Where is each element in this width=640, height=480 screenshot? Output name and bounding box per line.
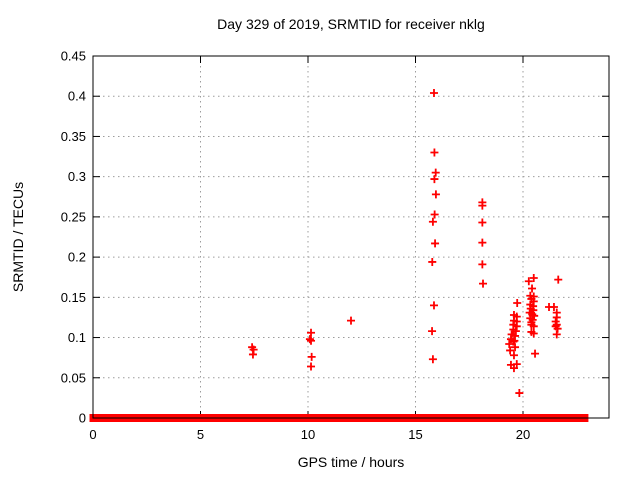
data-point-marker <box>430 148 439 157</box>
data-point-marker <box>431 168 440 177</box>
data-point-marker <box>478 201 487 210</box>
data-point-marker <box>428 217 437 226</box>
data-point-marker <box>478 218 487 227</box>
data-point-marker <box>529 329 538 338</box>
data-point-marker <box>478 260 487 269</box>
data-point-marker <box>431 239 440 248</box>
data-point-marker <box>479 279 488 288</box>
data-point-marker <box>515 389 524 398</box>
y-tick-label: 0 <box>79 411 86 426</box>
data-point-marker <box>549 302 558 311</box>
x-tick-label: 20 <box>516 427 530 442</box>
data-point-marker <box>431 190 440 199</box>
data-point-marker <box>528 284 537 293</box>
data-point-marker <box>509 337 518 346</box>
data-point-marker <box>307 362 316 371</box>
y-tick-label: 0.25 <box>61 209 86 224</box>
x-axis-label: GPS time / hours <box>297 454 405 470</box>
data-point-marker <box>513 298 522 307</box>
data-point-marker <box>529 322 538 331</box>
data-point-marker <box>307 336 316 345</box>
data-point-marker <box>428 355 437 364</box>
x-tick-label: 0 <box>89 427 96 442</box>
data-point-marker <box>524 277 533 286</box>
data-point-marker <box>347 316 355 325</box>
x-tick-label: 10 <box>301 427 315 442</box>
data-point-marker <box>529 274 538 283</box>
data-point-marker <box>428 257 437 266</box>
x-tick-label: 15 <box>408 427 422 442</box>
data-point-marker <box>511 343 520 352</box>
y-tick-label: 0.35 <box>61 129 86 144</box>
data-point-marker <box>430 175 439 184</box>
y-tick-label: 0.15 <box>61 290 86 305</box>
data-point-marker <box>307 328 316 337</box>
data-point-marker <box>509 351 518 360</box>
data-point-marker <box>429 89 438 98</box>
y-tick-label: 0.05 <box>61 370 86 385</box>
data-point-marker <box>478 238 487 247</box>
data-point-marker <box>429 301 438 310</box>
data-point-marker <box>428 327 437 336</box>
data-point-marker <box>307 352 316 361</box>
data-point-marker <box>552 330 561 339</box>
x-tick-label: 5 <box>197 427 204 442</box>
chart-title: Day 329 of 2019, SRMTID for receiver nkl… <box>217 16 485 32</box>
data-point-marker <box>506 346 515 355</box>
data-point-marker <box>248 350 257 359</box>
data-point-marker <box>509 364 518 373</box>
data-point-marker <box>531 349 540 358</box>
data-point-marker <box>554 275 563 284</box>
data-point-marker <box>305 335 314 344</box>
y-tick-label: 0.2 <box>68 250 86 265</box>
y-tick-label: 0.1 <box>68 330 86 345</box>
data-point-marker <box>430 210 439 219</box>
plot-border <box>92 55 610 419</box>
data-point-marker <box>552 313 561 322</box>
y-tick-label: 0.45 <box>61 49 86 64</box>
y-tick-label: 0.3 <box>68 169 86 184</box>
y-tick-label: 0.4 <box>68 89 86 104</box>
